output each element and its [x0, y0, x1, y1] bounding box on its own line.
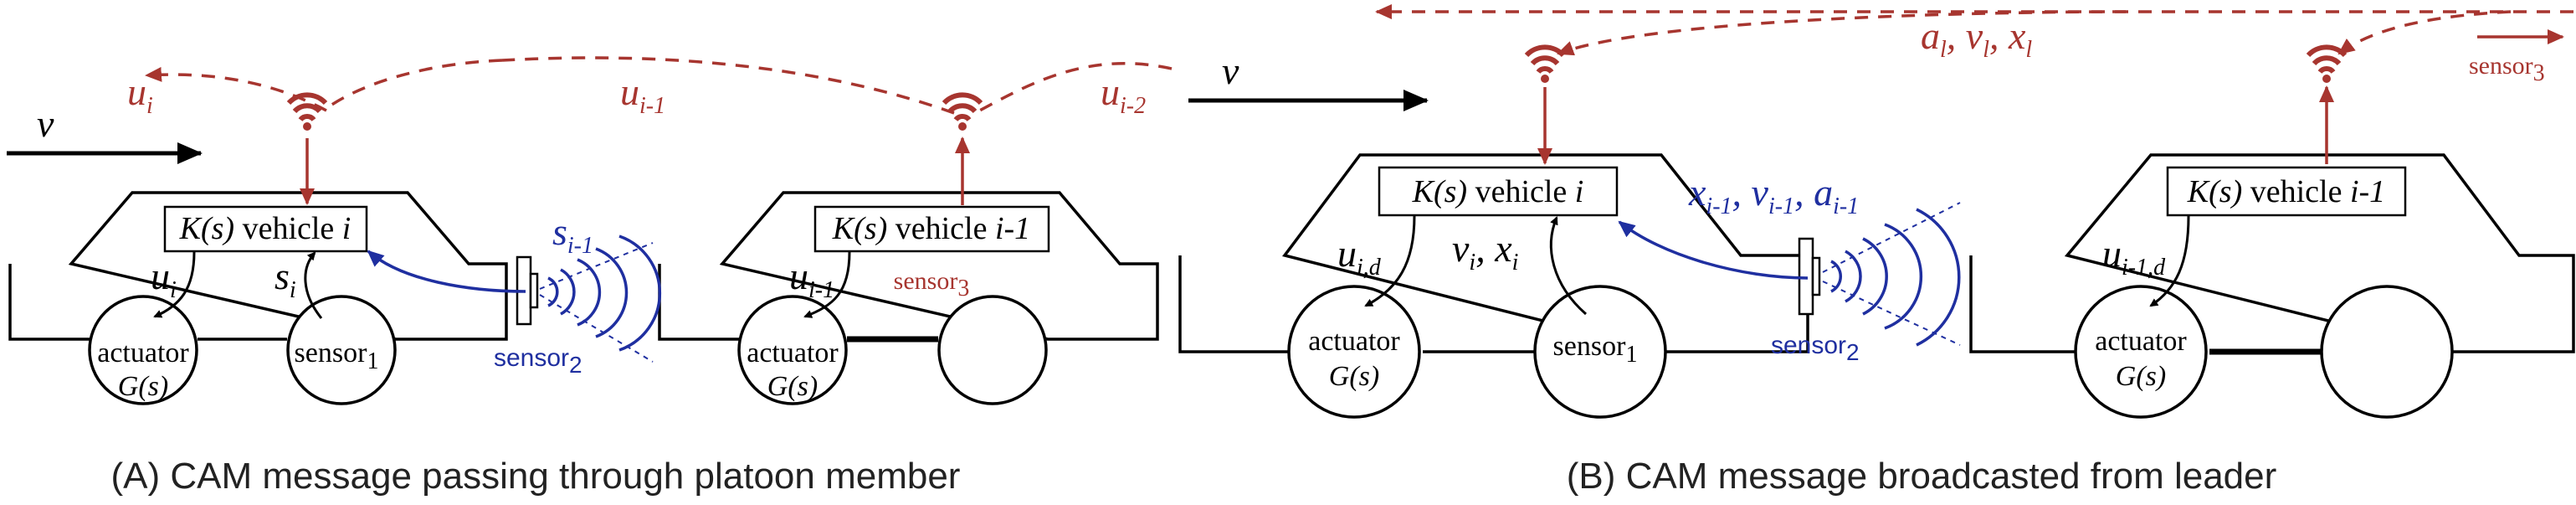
antenna-i-b	[1527, 47, 1563, 83]
s-prev-label-a: si-1	[552, 210, 593, 259]
actuator-label-prev-a: actuator	[747, 338, 839, 368]
actuator-tf-b: G(s)	[1329, 361, 1379, 392]
s-i-arrow	[304, 251, 323, 319]
u-id-label: ui,d	[1337, 232, 1382, 281]
sensor2-label-a: sensor2	[494, 344, 582, 378]
u-prevd-arrow	[2149, 215, 2190, 307]
controller-label-prev-a: K(s) vehicle i-1	[832, 211, 1030, 246]
sensor1-label-b: sensor1	[1553, 331, 1638, 368]
xva-prev-arrow	[1618, 220, 1809, 280]
msg-u-prev-label: ui-1	[620, 70, 665, 119]
velocity-label-a: v	[37, 102, 54, 145]
s-prev-arrow-a	[367, 250, 526, 293]
wheel-rear-prev-b	[2320, 285, 2454, 419]
wheel-sensor1-a	[286, 295, 397, 405]
wheel-actuator-prev-b	[2074, 285, 2208, 419]
antenna-prev-b	[2308, 47, 2345, 83]
wheel-sensor1-b	[1533, 285, 1667, 419]
car-body-i-b	[1178, 153, 1809, 353]
actuator-tf-a: G(s)	[118, 371, 168, 402]
actuator-tf-prev-a: G(s)	[767, 371, 818, 402]
sensor3-label-b: sensor3	[2469, 52, 2545, 86]
u-i-label: ui	[151, 255, 177, 303]
wheel-rear-prev-a	[937, 295, 1048, 405]
controller-box-i-b	[1378, 166, 1619, 217]
caption-b: (B) CAM message broadcasted from leader	[1567, 456, 2277, 497]
caption-a: (A) CAM message passing through platoon …	[111, 456, 961, 497]
controller-label-prev-b: K(s) vehicle i-1	[2187, 174, 2385, 209]
sensor3-label-a: sensor3	[894, 267, 970, 301]
antenna-i-a	[289, 95, 326, 131]
velocity-label-b: v	[1222, 49, 1239, 92]
u-id-arrow	[1364, 215, 1416, 307]
actuator-tf-prev-b: G(s)	[2116, 361, 2166, 392]
panel-a: v actuator G(s) sensor1 actuator G(s) K(…	[7, 56, 1173, 497]
sensor1-label-a: sensor1	[295, 338, 379, 374]
controller-box-i-a	[163, 205, 368, 253]
panel-b: v actuator G(s) sensor1 actuator G(s) K(…	[1178, 4, 2575, 497]
leader-state-label: al, vl, xl	[1921, 14, 2032, 63]
u-prevd-label: ui-1,d	[2102, 232, 2166, 281]
broadcast-to-i	[1557, 10, 2127, 56]
s-i-label: si	[275, 255, 296, 303]
u-i-arrow	[153, 251, 196, 318]
controller-label-i-a: K(s) vehicle i	[179, 211, 352, 246]
sensor2-label-b: sensor2	[1771, 332, 1860, 365]
xva-prev-label: xi-1, vi-1, ai-1	[1688, 171, 1859, 219]
car-body-i	[8, 191, 508, 341]
u-prev-label-a: ui-1	[789, 255, 834, 303]
vx-i-arrow	[1550, 216, 1587, 316]
controller-box-prev-a	[813, 205, 1050, 253]
msg-u-i-label: ui	[127, 70, 153, 119]
msg-u-prev2-label: ui-2	[1101, 70, 1146, 119]
wheel-actuator-a	[88, 295, 198, 405]
radar-sensor-b	[1798, 237, 1814, 316]
vx-i-label: vi, xi	[1452, 227, 1518, 276]
controller-label-i-b: K(s) vehicle i	[1412, 174, 1584, 209]
controller-box-prev-b	[2166, 166, 2407, 217]
wheel-actuator-b	[1287, 285, 1421, 419]
actuator-label-b: actuator	[1308, 326, 1400, 357]
wheel-actuator-prev-a	[737, 295, 848, 405]
actuator-label-a: actuator	[97, 338, 189, 368]
actuator-label-prev-b: actuator	[2095, 326, 2187, 357]
u-prev-arrow-a	[803, 251, 851, 318]
broadcast-to-prev	[2337, 10, 2512, 55]
